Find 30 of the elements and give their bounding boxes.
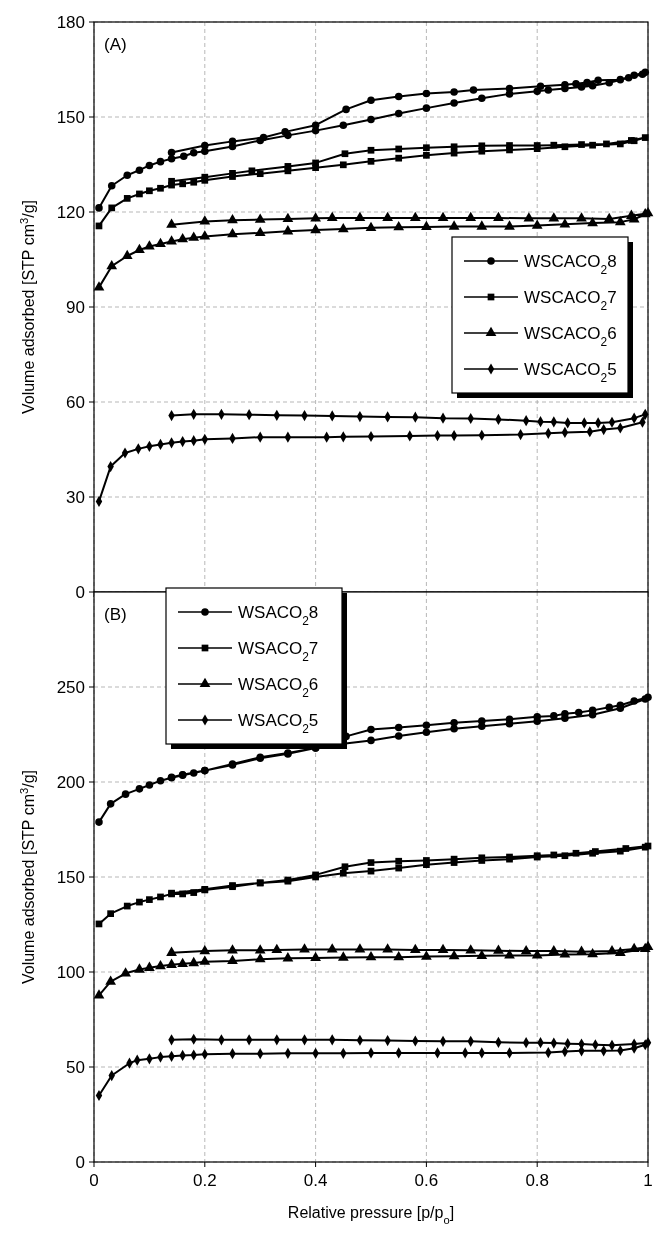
y-tick-label: 120 <box>56 203 85 222</box>
x-tick-label: 0 <box>89 1171 99 1190</box>
legend-label: WSACO$_{2}$5 <box>238 711 319 736</box>
y-tick-label: 200 <box>56 773 85 792</box>
x-tick-label: 0.2 <box>192 1171 217 1190</box>
annotation: (A) <box>104 35 127 54</box>
y-tick-label: 180 <box>56 13 85 32</box>
y-tick-label: 150 <box>56 868 85 887</box>
y-tick-label: 30 <box>66 488 85 507</box>
y-tick-label: 0 <box>75 1153 85 1172</box>
y-tick-label: 0 <box>75 583 85 602</box>
x-tick-label: 0.6 <box>414 1171 439 1190</box>
y-tick-label: 60 <box>66 393 85 412</box>
y-tick-label: 50 <box>66 1058 85 1077</box>
legend-label: WSACO$_{2}$8 <box>238 603 319 628</box>
x-tick-label: 0.8 <box>525 1171 550 1190</box>
legend-label: WSCACO$_{2}$5 <box>524 360 617 385</box>
x-tick-label: 0.4 <box>303 1171 328 1190</box>
x-axis-title: Relative pressure [p/p$_{o}$] <box>287 1204 455 1226</box>
legend-label: WSCACO$_{2}$6 <box>524 324 617 349</box>
legend-label: WSCACO$_{2}$8 <box>524 252 617 277</box>
y-tick-label: 250 <box>56 678 85 697</box>
legend-label: WSACO$_{2}$7 <box>238 639 319 664</box>
y-tick-label: 150 <box>56 108 85 127</box>
legend-label: WSCACO$_{2}$7 <box>524 288 617 313</box>
legend-label: WSACO$_{2}$6 <box>238 675 319 700</box>
y-tick-label: 90 <box>66 298 85 317</box>
y-tick-label: 100 <box>56 963 85 982</box>
x-tick-label: 1 <box>643 1171 653 1190</box>
annotation: (B) <box>104 605 127 624</box>
